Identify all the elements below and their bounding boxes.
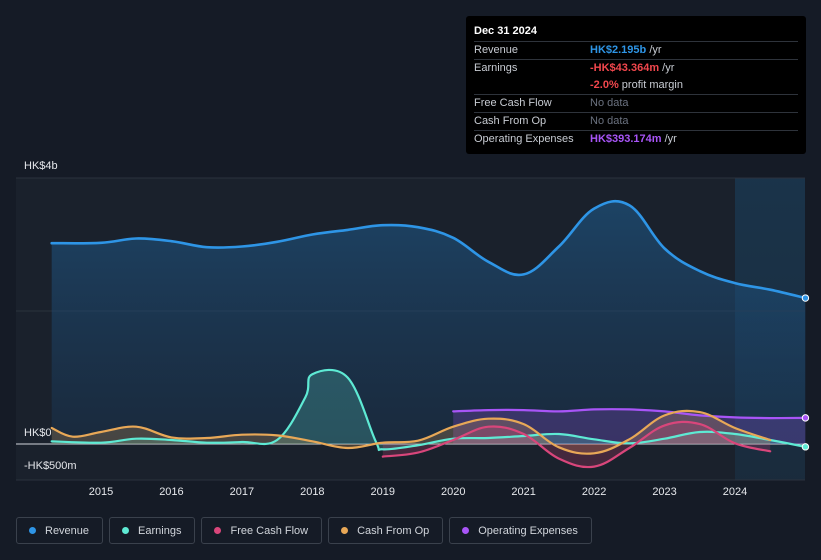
series-end-markers xyxy=(801,294,810,451)
end-marker-operating-expenses xyxy=(801,414,810,422)
legend-item-cash-from-op[interactable]: Cash From Op xyxy=(328,517,444,544)
data-tooltip: Dec 31 2024 Revenue HK$2.195b /yr Earnin… xyxy=(466,16,806,154)
legend-item-revenue[interactable]: Revenue xyxy=(16,517,104,544)
tooltip-value-fcf: No data xyxy=(590,97,629,109)
x-axis-ticks: 2015 2016 2017 2018 2019 2020 2021 2022 2023 2024 xyxy=(89,486,747,498)
series-line-revenue xyxy=(50,199,807,300)
legend-item-earnings[interactable]: Earnings xyxy=(109,517,196,544)
chart-legend: Revenue Earnings Free Cash Flow Cash Fro… xyxy=(16,517,592,544)
legend-dot-cash-from-op xyxy=(341,527,349,534)
tooltip-row-cfo: Cash From Op No data xyxy=(474,113,798,131)
legend-dot-operating-expenses xyxy=(462,527,470,534)
tooltip-unit-margin: profit margin xyxy=(618,79,683,91)
x-tick-label-2022: 2022 xyxy=(582,486,606,498)
series-line-earnings xyxy=(50,368,807,452)
tooltip-date: Dec 31 2024 xyxy=(474,24,798,42)
x-tick-label-2017: 2017 xyxy=(230,486,254,498)
tooltip-value-opex: HK$393.174m xyxy=(590,133,662,145)
tooltip-label-revenue: Revenue xyxy=(474,44,519,56)
x-tick-label-2015: 2015 xyxy=(89,486,113,498)
tooltip-label-opex: Operating Expenses xyxy=(474,133,574,145)
tooltip-value-revenue: HK$2.195b xyxy=(590,44,647,56)
end-marker-revenue xyxy=(801,294,810,302)
tooltip-unit-revenue: /yr xyxy=(646,44,662,56)
legend-item-free-cash-flow[interactable]: Free Cash Flow xyxy=(201,517,323,544)
tooltip-unit-opex: /yr xyxy=(661,133,677,145)
y-tick-label-zero: HK$0 xyxy=(24,427,52,439)
tooltip-row-revenue: Revenue HK$2.195b /yr xyxy=(474,42,798,60)
x-tick-label-2021: 2021 xyxy=(511,486,535,498)
x-tick-label-2019: 2019 xyxy=(371,486,395,498)
tooltip-row-fcf: Free Cash Flow No data xyxy=(474,95,798,113)
legend-dot-revenue xyxy=(29,527,36,534)
series-line-free-cash-flow xyxy=(381,420,772,469)
x-tick-label-2024: 2024 xyxy=(723,486,747,498)
legend-label-operating-expenses: Operating Expenses xyxy=(478,524,578,537)
tooltip-row-margin: -2.0% profit margin xyxy=(474,77,798,95)
y-tick-label-top: HK$4b xyxy=(24,160,58,172)
tooltip-label-cfo: Cash From Op xyxy=(474,115,547,127)
tooltip-value-earnings: -HK$43.364m xyxy=(590,62,660,74)
x-tick-label-2016: 2016 xyxy=(159,486,183,498)
series-fill-revenue xyxy=(51,201,806,444)
x-tick-label-2018: 2018 xyxy=(300,486,324,498)
legend-dot-free-cash-flow xyxy=(214,527,222,534)
legend-label-free-cash-flow: Free Cash Flow xyxy=(230,524,309,537)
tooltip-unit-earnings: /yr xyxy=(659,62,675,74)
tooltip-row-earnings: Earnings -HK$43.364m /yr xyxy=(474,60,798,77)
legend-label-revenue: Revenue xyxy=(45,524,90,537)
tooltip-label-earnings: Earnings xyxy=(474,62,518,74)
tooltip-label-fcf: Free Cash Flow xyxy=(474,97,552,109)
series-line-cash-from-op xyxy=(50,409,772,455)
tooltip-value-cfo: No data xyxy=(590,115,629,127)
tooltip-value-margin: -2.0% xyxy=(590,79,619,91)
x-tick-label-2020: 2020 xyxy=(441,486,465,498)
legend-label-earnings: Earnings xyxy=(138,524,182,537)
series-lines xyxy=(50,199,807,469)
legend-item-operating-expenses[interactable]: Operating Expenses xyxy=(449,517,592,544)
legend-dot-earnings xyxy=(122,527,130,534)
series-fill-free-cash-flow xyxy=(382,421,771,468)
series-line-operating-expenses xyxy=(452,408,807,420)
x-tick-label-2023: 2023 xyxy=(652,486,676,498)
legend-label-cash-from-op: Cash From Op xyxy=(357,524,430,537)
end-marker-earnings xyxy=(801,443,810,451)
tooltip-row-opex: Operating Expenses HK$393.174m /yr xyxy=(474,131,798,148)
y-tick-label-bottom: -HK$500m xyxy=(24,460,77,472)
